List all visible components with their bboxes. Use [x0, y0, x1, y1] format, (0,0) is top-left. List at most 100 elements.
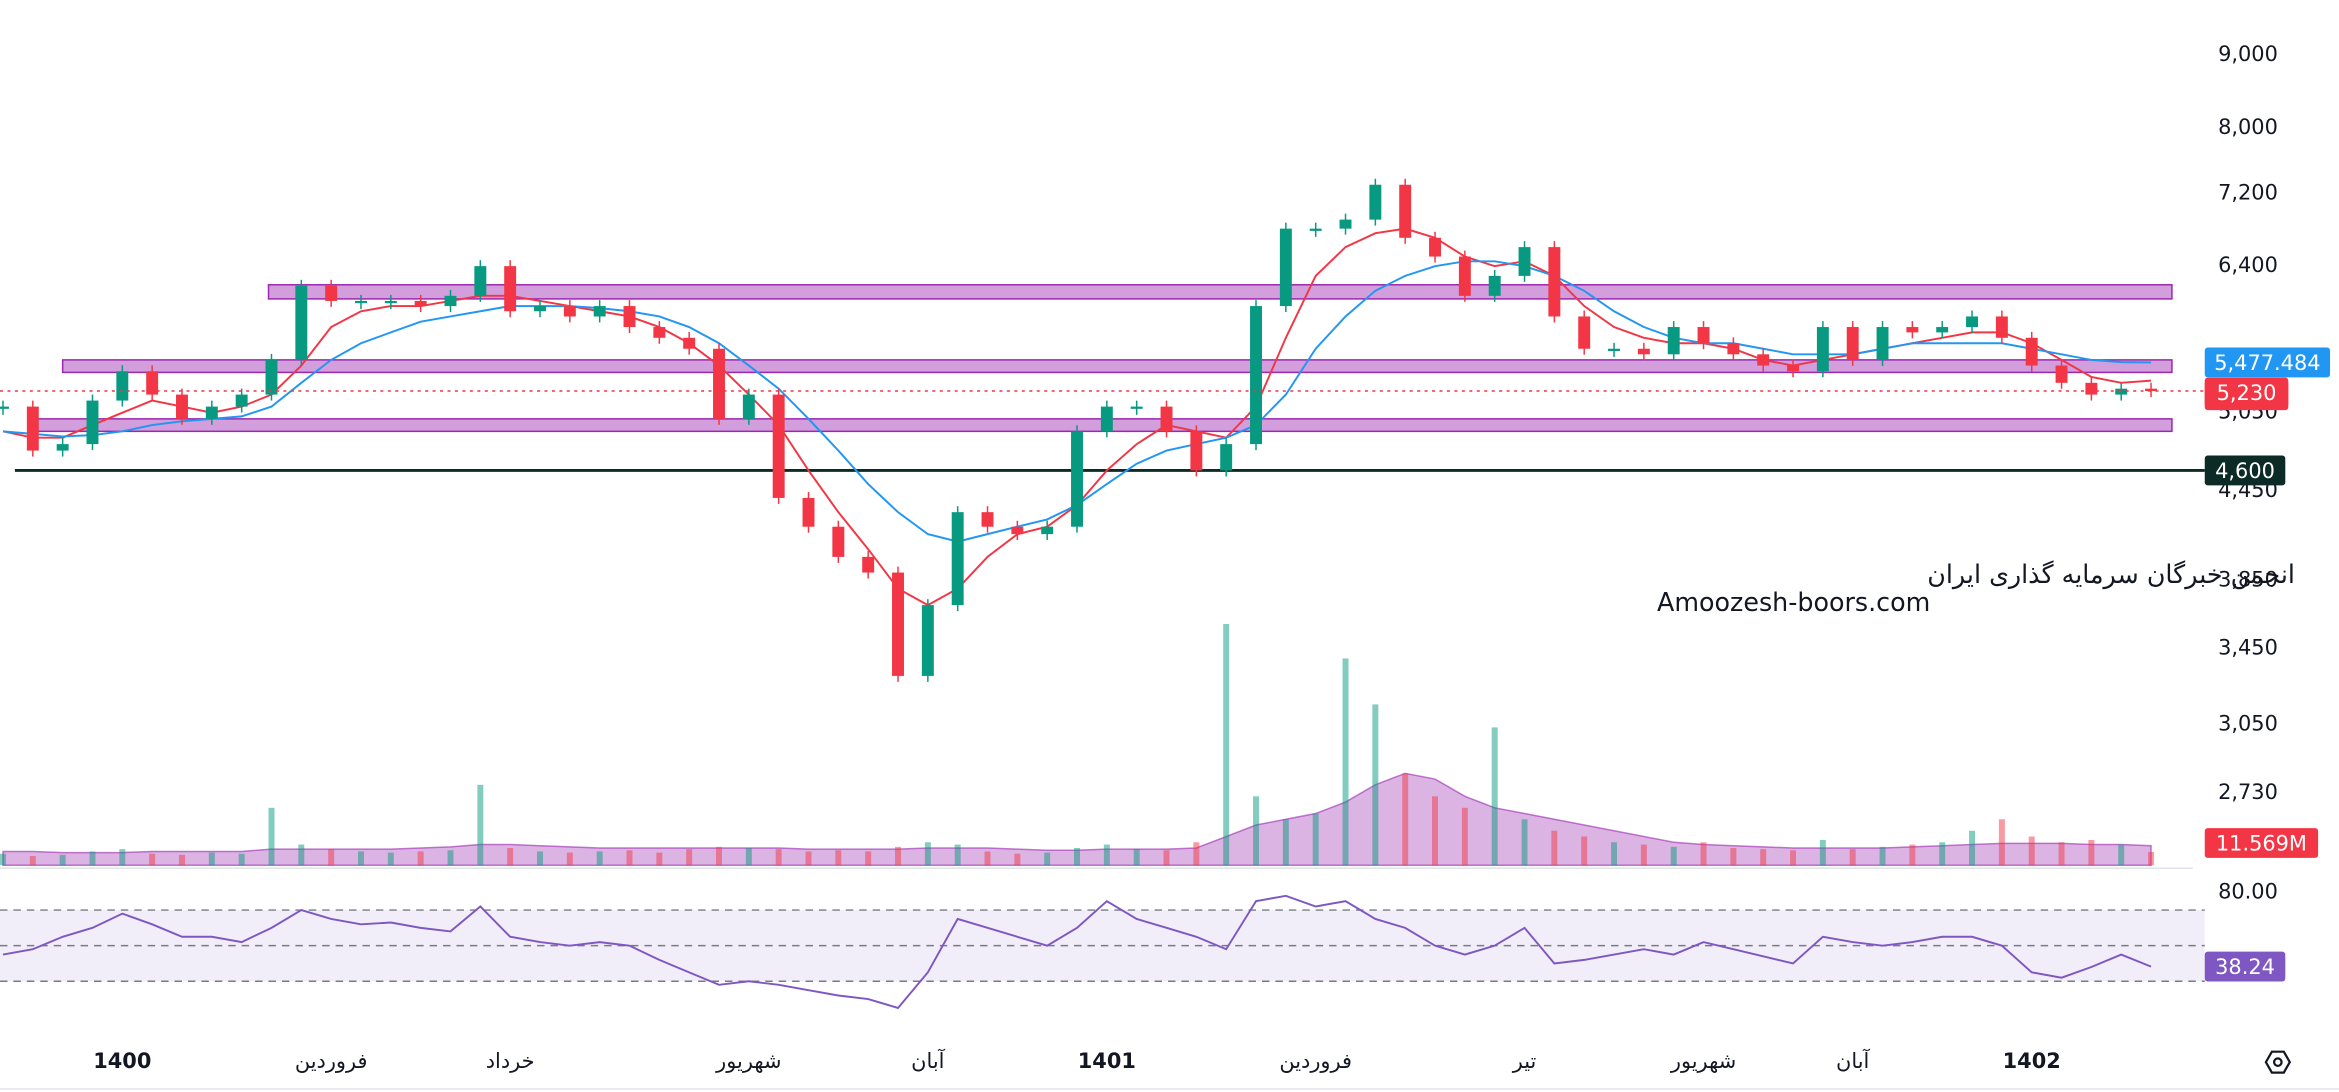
candle	[56, 444, 69, 451]
volume-bar	[2058, 842, 2065, 866]
candle	[1429, 237, 1441, 257]
candle	[205, 406, 218, 419]
candle	[1071, 431, 1083, 527]
volume-bar	[2028, 836, 2035, 866]
volume-bar	[1223, 624, 1230, 866]
volume-bar	[447, 850, 454, 866]
volume-bar	[1253, 796, 1260, 866]
candle	[1250, 306, 1262, 445]
volume-bar	[1432, 796, 1439, 866]
y-tick-label: 3,850	[2218, 568, 2278, 592]
candle	[1906, 327, 1919, 333]
candle	[1041, 526, 1054, 535]
volume-bar	[1074, 847, 1080, 866]
candle	[2055, 365, 2068, 383]
zone	[267, 284, 2173, 300]
volume-bar	[1312, 813, 1319, 866]
volume-bar	[0, 853, 6, 866]
candle	[1458, 256, 1471, 296]
volume-bar	[775, 849, 782, 866]
support-badge-text: 4,600	[2215, 459, 2275, 483]
x-tick-label: شهریور	[1670, 1049, 1736, 1073]
volume-bar	[2118, 844, 2125, 866]
x-tick-label: فروردین	[295, 1049, 368, 1073]
x-tick-label: تیر	[1512, 1049, 1537, 1073]
volume-bar	[626, 850, 633, 866]
volume-bar	[298, 844, 305, 866]
volume-bar	[537, 851, 543, 866]
candle	[1309, 228, 1322, 231]
candle	[1220, 444, 1233, 471]
candle	[1578, 316, 1591, 349]
candle	[444, 295, 457, 307]
volume-bar	[477, 784, 484, 866]
volume-bar	[387, 852, 394, 866]
volume-bar	[1611, 842, 1618, 866]
candle	[1876, 327, 1889, 360]
candle	[325, 285, 338, 301]
volume-bar	[984, 851, 991, 866]
candle	[1369, 184, 1382, 220]
candle	[1488, 275, 1501, 296]
candle	[1608, 348, 1620, 351]
volume-bar	[686, 849, 693, 866]
volume-bar	[208, 852, 215, 866]
volume-bar	[507, 847, 514, 866]
volume-bar	[1014, 853, 1021, 866]
settings-icon[interactable]	[2264, 1050, 2292, 1074]
y-tick-label: 8,000	[2218, 115, 2278, 139]
volume-bar	[89, 851, 96, 866]
y-tick-label: 9,000	[2218, 42, 2278, 66]
rsi-tick-label: 80.00	[2218, 879, 2278, 903]
candle	[1667, 327, 1680, 355]
volume-bar	[1282, 819, 1289, 866]
x-tick-label: 1401	[1078, 1049, 1136, 1073]
candle	[802, 497, 815, 527]
x-tick-label: آبان	[911, 1048, 946, 1073]
volume-bar	[119, 849, 126, 866]
x-tick-label: آبان	[1836, 1048, 1871, 1073]
volume-bar	[566, 852, 573, 866]
volume-bar	[1342, 658, 1349, 866]
candle	[355, 300, 367, 304]
rsi-line	[2, 894, 2152, 1010]
y-tick-label: 7,200	[2218, 180, 2278, 204]
volume-bar	[895, 846, 901, 866]
candle	[384, 300, 397, 304]
candle	[563, 306, 576, 317]
volume-bar	[1730, 847, 1737, 866]
volume-badge	[2204, 828, 2319, 858]
volume-bar	[1461, 807, 1468, 866]
volume-bar	[924, 842, 931, 866]
candle	[1727, 343, 1740, 355]
volume-bar	[1700, 842, 1707, 866]
support-badge	[2204, 455, 2286, 486]
candle	[593, 306, 606, 317]
candle	[474, 266, 487, 296]
candle	[981, 512, 994, 527]
volume-bar	[596, 851, 603, 866]
candle	[1518, 247, 1531, 276]
x-tick-label: 1400	[93, 1049, 151, 1073]
candle	[1757, 354, 1770, 366]
volume-bar	[2088, 839, 2095, 866]
volume-bar	[1879, 846, 1886, 866]
candle	[2115, 388, 2128, 395]
candle	[1130, 406, 1143, 409]
volume-bar	[417, 851, 424, 866]
last-price-badge	[2204, 377, 2289, 408]
volume-bar	[745, 847, 752, 866]
volume-bar	[1551, 830, 1558, 866]
volume-bar	[1133, 849, 1140, 866]
y-tick-label: 6,400	[2218, 253, 2278, 277]
candle	[1936, 327, 1949, 333]
candle	[1846, 327, 1859, 360]
candle	[951, 512, 964, 606]
candle	[653, 327, 666, 338]
volume-bar	[865, 851, 872, 866]
candle	[176, 394, 188, 419]
candle	[1190, 431, 1203, 471]
candle	[921, 605, 934, 676]
volume-bar	[1044, 852, 1051, 866]
